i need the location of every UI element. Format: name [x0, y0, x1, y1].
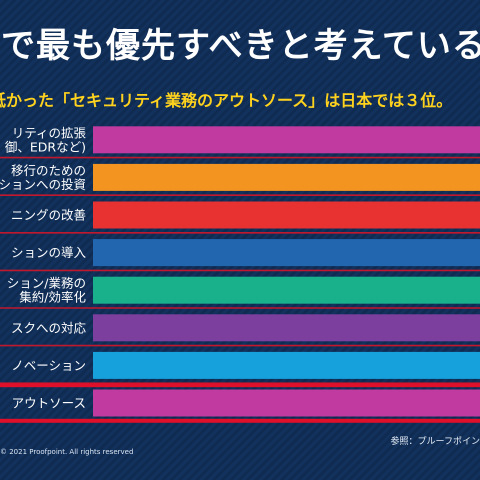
bar-4	[93, 239, 480, 267]
source-note: 参照：プルーフポイン	[390, 437, 480, 447]
bar-3	[93, 201, 480, 229]
page-title: 可で最も優先すべきと考えている事	[0, 26, 480, 66]
category-label: 移行のためのションへの投資	[0, 163, 86, 192]
bar-6	[93, 314, 480, 342]
bar-chart: リティの拡張御、EDRなど) 移行のためのションへの投資ニングの改善ションの導入シ…	[0, 125, 480, 423]
bar-8	[93, 389, 480, 417]
category-label: アウトソース	[12, 396, 86, 411]
category-label: ションの導入	[11, 245, 87, 260]
bar-7	[93, 351, 480, 379]
category-label: ニングの改善	[11, 208, 86, 223]
highlight-box	[0, 383, 480, 423]
category-label: ノベーション	[11, 358, 86, 373]
category-label: ション/業務の集約/効率化	[7, 276, 87, 305]
bar-1	[93, 126, 480, 154]
bar-2	[93, 163, 480, 191]
copyright-text: © 2021 Proofpoint. All rights reserved	[0, 448, 134, 456]
category-label: リティの拡張御、EDRなど)	[5, 125, 87, 154]
bar-5	[93, 276, 480, 304]
category-label: スクへの対応	[11, 320, 87, 335]
page-subtitle: 低かった「セキュリティ業務のアウトソース」は日本では３位。	[0, 91, 453, 110]
